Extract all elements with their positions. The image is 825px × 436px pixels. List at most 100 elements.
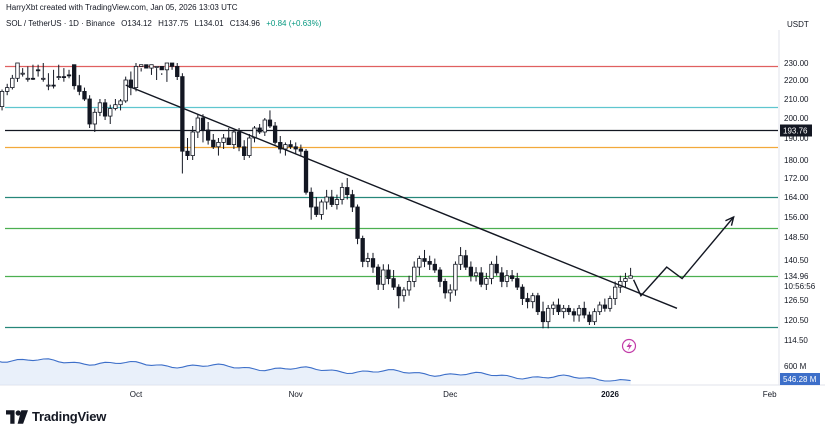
candle-body-up xyxy=(458,255,463,265)
candle xyxy=(267,110,273,128)
candle-body-down xyxy=(185,150,190,156)
candle-body-up xyxy=(195,117,200,133)
candle xyxy=(185,138,190,160)
candle xyxy=(391,270,396,290)
candle-body-up xyxy=(138,64,144,67)
candle-body-up xyxy=(133,66,139,89)
tradingview-logo[interactable]: TradingView xyxy=(6,409,106,424)
price-tick-label: 164.00 xyxy=(784,193,809,202)
candle xyxy=(303,149,309,195)
candle xyxy=(479,267,484,288)
lightning-icon[interactable] xyxy=(621,338,637,354)
candle xyxy=(509,270,515,282)
candle xyxy=(257,124,262,134)
candle-body-up xyxy=(216,141,221,148)
candle xyxy=(92,108,97,132)
symbol-label[interactable]: SOL / TetherUS · 1D · Binance xyxy=(6,19,115,28)
candle-body-down xyxy=(355,206,360,239)
volume-area xyxy=(0,358,631,385)
candle-body-down xyxy=(298,148,304,152)
candle-body-up xyxy=(576,307,582,316)
time-axis[interactable]: Oct Nov Dec 2026 Feb xyxy=(130,390,777,399)
candle-body-down xyxy=(396,286,401,297)
candle-body-down xyxy=(370,258,376,268)
candle xyxy=(422,249,427,268)
candle xyxy=(0,89,5,111)
candle xyxy=(401,287,407,302)
candle xyxy=(386,264,391,285)
candle-body-down xyxy=(556,304,561,313)
marked-level-label: 193.76 xyxy=(783,127,808,136)
candle xyxy=(453,261,458,296)
price-tick-label: 156.00 xyxy=(784,213,809,222)
candle xyxy=(108,104,113,124)
candle-body-up xyxy=(149,64,154,69)
candle-body-down xyxy=(509,275,515,279)
descending-trendline[interactable] xyxy=(125,84,678,309)
candle xyxy=(35,64,41,77)
candle xyxy=(499,267,504,288)
candle xyxy=(288,140,293,149)
candle xyxy=(494,255,499,276)
currency-label[interactable]: USDT xyxy=(787,20,809,29)
candle-body-down xyxy=(226,137,231,145)
candle-body-down xyxy=(72,64,77,87)
candle xyxy=(375,264,381,290)
price-tick-label: 114.50 xyxy=(784,336,808,345)
candle xyxy=(10,74,15,90)
drawings xyxy=(125,84,735,309)
volume-pane xyxy=(0,358,631,385)
candle-body-up xyxy=(92,111,97,125)
candle xyxy=(504,270,510,288)
candle xyxy=(412,261,417,288)
candle-body-down xyxy=(272,125,278,143)
candle-body-down xyxy=(242,146,247,157)
candle xyxy=(370,252,376,273)
time-tick-label: Nov xyxy=(289,390,303,399)
candle xyxy=(25,66,30,82)
candle-body-down xyxy=(293,146,298,150)
price-axis[interactable]: 230.00 220.00 210.00 200.00 190.00 180.00 172.… xyxy=(780,59,820,385)
candle xyxy=(473,267,479,282)
candle-body-down xyxy=(360,238,365,262)
candle xyxy=(236,128,242,152)
candle-body-up xyxy=(453,263,458,291)
candle xyxy=(272,122,278,145)
price-tick-label: 200.00 xyxy=(784,114,809,123)
candle-body-up xyxy=(15,62,20,79)
candle xyxy=(195,114,200,138)
candle-body-up xyxy=(0,91,5,108)
candle xyxy=(468,261,474,282)
candle-body-down xyxy=(144,64,149,69)
candle-body-down xyxy=(442,281,448,294)
price-tick-label: 120.50 xyxy=(784,316,809,325)
price-tick-label: 140.50 xyxy=(784,256,809,265)
price-tick-label: 172.00 xyxy=(784,174,809,183)
candle xyxy=(582,301,587,319)
price-tick-label: 180.00 xyxy=(784,156,809,165)
candle xyxy=(118,99,123,111)
candle-body-up xyxy=(319,201,324,215)
candle xyxy=(417,255,422,276)
candle xyxy=(5,83,10,96)
symbol-ohlc-legend[interactable]: SOL / TetherUS · 1D · Binance O134.12 H1… xyxy=(6,19,325,28)
price-tick-label: 210.00 xyxy=(784,95,809,104)
candle-body-up xyxy=(381,269,386,285)
candle xyxy=(613,281,618,305)
candle xyxy=(540,301,546,329)
time-tick-label: 2026 xyxy=(601,390,619,399)
candle xyxy=(175,63,180,80)
candle-body-up xyxy=(56,76,61,78)
projection-path[interactable] xyxy=(632,216,735,297)
volume-value-label: 546.28 M xyxy=(783,375,817,384)
candle xyxy=(252,126,257,143)
candle-body-down xyxy=(479,272,484,285)
candle-body-down xyxy=(499,272,504,282)
candle xyxy=(607,295,613,312)
candle-body-up xyxy=(339,187,345,200)
candle xyxy=(77,74,82,96)
candle xyxy=(144,64,149,69)
candle-body-down xyxy=(437,269,443,282)
candle xyxy=(432,258,437,273)
